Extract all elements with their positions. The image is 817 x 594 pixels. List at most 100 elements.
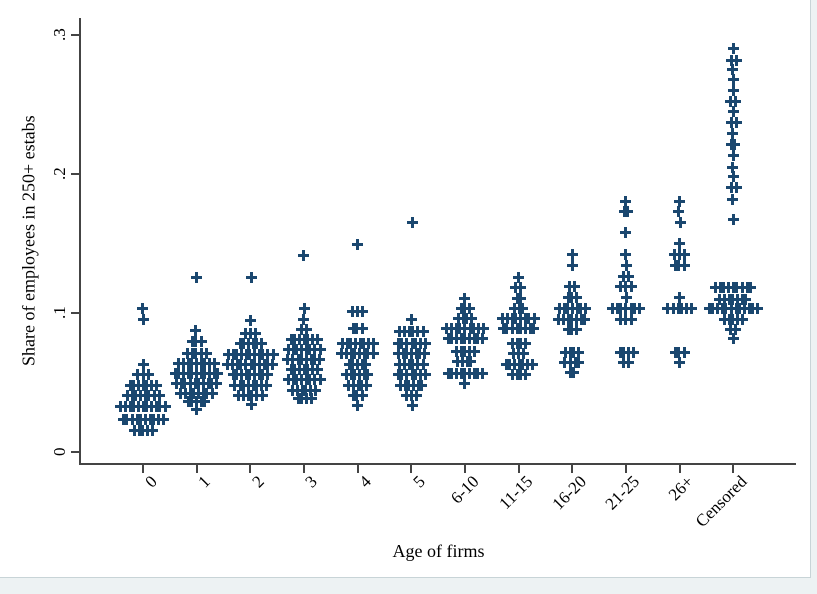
y-tick-label: .1: [50, 306, 69, 320]
data-marker: [674, 357, 686, 369]
data-marker: [527, 323, 539, 335]
x-tick: [195, 465, 198, 473]
data-marker: [730, 54, 742, 66]
data-marker: [360, 358, 372, 370]
data-marker: [466, 312, 478, 324]
data-marker: [410, 389, 422, 401]
data-marker: [728, 214, 740, 226]
data-marker: [727, 64, 739, 76]
data-marker: [730, 117, 742, 129]
data-marker: [159, 401, 171, 413]
data-marker: [416, 379, 428, 391]
x-tick-label-text: 16-20: [548, 471, 590, 514]
data-marker: [158, 413, 169, 425]
data-marker: [245, 398, 257, 410]
data-marker: [744, 282, 756, 294]
y-tick: [71, 173, 79, 175]
data-marker: [674, 238, 686, 249]
data-marker: [356, 322, 368, 334]
data-marker: [314, 374, 326, 386]
data-marker: [728, 332, 740, 344]
y-tick: [71, 312, 79, 314]
data-marker: [527, 358, 539, 370]
data-marker: [727, 85, 739, 97]
x-tick: [517, 465, 520, 473]
x-tick: [678, 465, 681, 473]
data-marker: [255, 338, 267, 350]
data-marker: [623, 270, 635, 282]
x-tick-label-text: 5: [409, 471, 429, 492]
x-tick: [142, 465, 144, 473]
data-marker: [579, 302, 591, 314]
data-marker: [515, 282, 527, 294]
data-marker: [620, 227, 632, 239]
data-marker: [728, 105, 740, 117]
data-marker: [459, 377, 471, 389]
data-marker: [685, 302, 697, 314]
data-marker: [256, 389, 268, 401]
data-marker: [627, 346, 639, 358]
data-marker: [514, 292, 526, 304]
data-marker: [727, 161, 739, 173]
data-marker: [212, 367, 224, 379]
x-tick-label-text: 11-15: [494, 471, 536, 513]
data-marker: [727, 150, 739, 162]
data-marker: [678, 259, 690, 271]
data-marker: [406, 217, 418, 229]
data-marker: [406, 399, 418, 411]
data-marker: [313, 354, 325, 366]
x-tick: [302, 465, 305, 473]
data-marker: [633, 302, 645, 314]
y-tick: [71, 34, 79, 36]
data-marker: [312, 364, 324, 376]
data-marker: [356, 389, 368, 401]
data-marker: [751, 303, 763, 315]
data-marker: [305, 392, 317, 404]
data-marker: [728, 43, 740, 55]
data-marker: [136, 302, 148, 314]
data-marker: [262, 369, 274, 381]
x-tick-label-text: 3: [301, 471, 322, 492]
data-marker: [368, 337, 380, 349]
data-marker: [298, 313, 310, 325]
data-marker: [674, 291, 686, 303]
data-marker: [678, 346, 690, 358]
data-marker: [299, 303, 311, 315]
x-tick-label-text: Censored: [691, 471, 751, 531]
x-tick-label-text: 2: [248, 471, 268, 492]
data-marker: [300, 323, 312, 335]
x-axis-title: Age of firms: [392, 541, 485, 561]
data-marker: [625, 313, 637, 325]
x-tick: [571, 465, 574, 473]
data-marker: [209, 357, 221, 369]
data-marker: [360, 379, 372, 391]
data-marker: [260, 379, 272, 391]
data-marker: [625, 281, 637, 293]
data-marker: [728, 171, 740, 183]
data-marker: [528, 312, 540, 324]
data-marker: [572, 357, 584, 369]
data-marker: [267, 348, 279, 360]
data-marker: [417, 326, 429, 338]
data-marker: [419, 368, 431, 380]
data-marker: [674, 196, 686, 208]
data-marker: [729, 324, 741, 336]
data-marker: [458, 292, 470, 304]
x-tick: [732, 465, 735, 473]
data-marker: [153, 389, 165, 401]
data-marker: [567, 248, 579, 260]
data-marker: [468, 346, 480, 358]
data-marker: [465, 356, 477, 368]
x-axis-line: [79, 463, 796, 465]
data-marker: [729, 139, 741, 151]
data-marker: [367, 347, 379, 359]
data-marker: [518, 347, 530, 359]
data-marker: [674, 217, 686, 229]
data-marker: [142, 369, 154, 381]
data-marker: [210, 377, 222, 389]
data-marker: [568, 367, 580, 379]
data-marker: [516, 302, 528, 314]
x-tick: [463, 465, 466, 473]
data-marker: [477, 333, 489, 345]
data-marker: [519, 337, 531, 349]
